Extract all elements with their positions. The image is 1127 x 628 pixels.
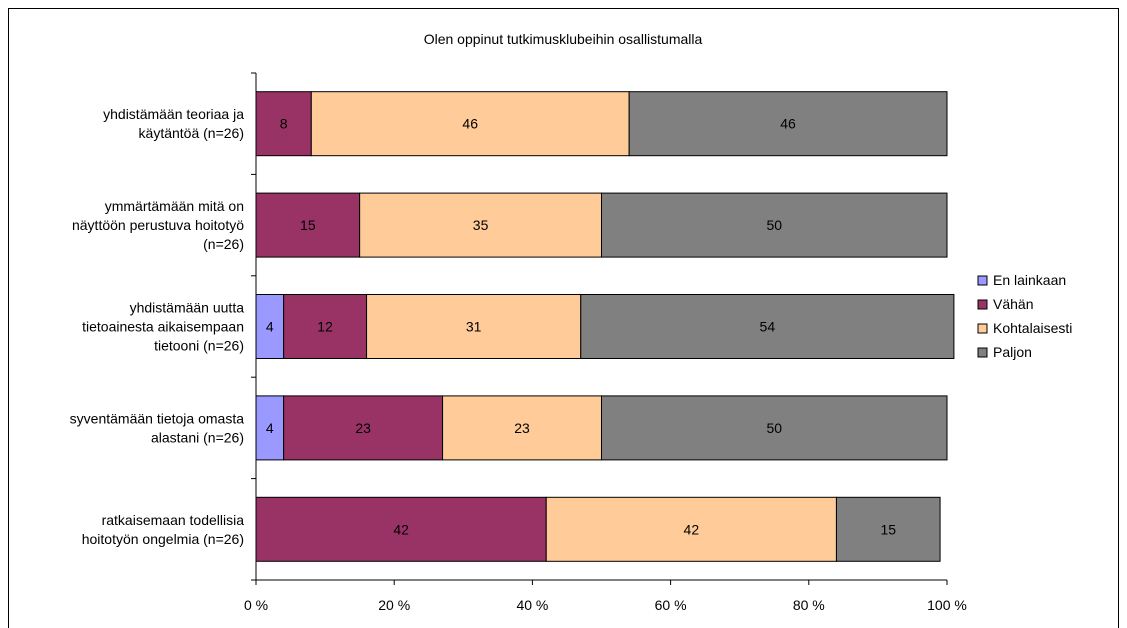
category-label: yhdistämään uutta tietoainesta aikaisempa…	[82, 300, 244, 354]
legend-label: Kohtalaisesti	[993, 320, 1072, 336]
bar-segment	[601, 395, 948, 461]
chart-title: Olen oppinut tutkimusklubeihin osallistu…	[424, 31, 703, 47]
category-label: ratkaisemaan todellisia hoitotyön ongelmi…	[82, 512, 244, 547]
bar-segment	[310, 91, 630, 157]
data-label: 4	[266, 420, 274, 436]
bar-segment	[601, 192, 948, 258]
data-label: 4	[266, 319, 274, 335]
data-label: 54	[760, 319, 776, 335]
data-label: 50	[766, 217, 782, 233]
data-label: 50	[766, 420, 782, 436]
bar-segment	[283, 395, 444, 461]
data-label: 31	[466, 319, 482, 335]
bar-segment	[255, 91, 312, 157]
plot-area: 8 46 46 yhdistämään teoriaa ja käytäntöä (n=…	[70, 72, 967, 613]
data-label: 46	[462, 116, 478, 132]
data-label: 35	[473, 217, 489, 233]
x-tick-label: 0 %	[244, 597, 268, 613]
data-label: 12	[317, 319, 333, 335]
category-label: syventämään tietoja omasta alastani (n=26…	[70, 410, 245, 445]
legend-label: Paljon	[993, 344, 1032, 360]
data-label: 8	[280, 116, 288, 132]
legend-label: En lainkaan	[993, 272, 1066, 288]
bar-segment	[359, 192, 602, 258]
legend-swatch	[977, 347, 988, 358]
legend-swatch	[977, 299, 988, 310]
data-label: 15	[880, 521, 896, 537]
bar-segment	[255, 496, 547, 562]
x-tick-label: 80 %	[793, 597, 825, 613]
x-tick-label: 100 %	[927, 597, 967, 613]
bar-segment	[255, 192, 361, 258]
bar-segment	[442, 395, 602, 461]
bar-segment	[628, 91, 948, 157]
bar-segment	[366, 294, 582, 359]
data-label: 23	[355, 420, 371, 436]
x-tick-label: 20 %	[378, 597, 410, 613]
x-tick-label: 60 %	[655, 597, 687, 613]
x-tick-label: 40 %	[516, 597, 548, 613]
category-label: ymmärtämään mitä on näyttöön perustuva ho…	[72, 198, 244, 252]
category-label: yhdistämään teoriaa ja käytäntöä (n=26)	[103, 106, 244, 141]
legend-swatch	[977, 275, 988, 286]
bar-segment	[545, 496, 837, 562]
data-label: 42	[393, 521, 409, 537]
data-label: 15	[300, 217, 316, 233]
bar-segment	[580, 294, 955, 359]
data-label: 42	[684, 521, 700, 537]
bar-segment	[835, 496, 941, 562]
data-label: 46	[780, 116, 796, 132]
data-label: 23	[514, 420, 530, 436]
legend-label: Vähän	[993, 296, 1033, 312]
legend: En lainkaan Vähän Kohtalaisesti Paljon	[977, 272, 1072, 360]
legend-swatch	[977, 323, 988, 334]
bar-segment	[283, 294, 368, 359]
